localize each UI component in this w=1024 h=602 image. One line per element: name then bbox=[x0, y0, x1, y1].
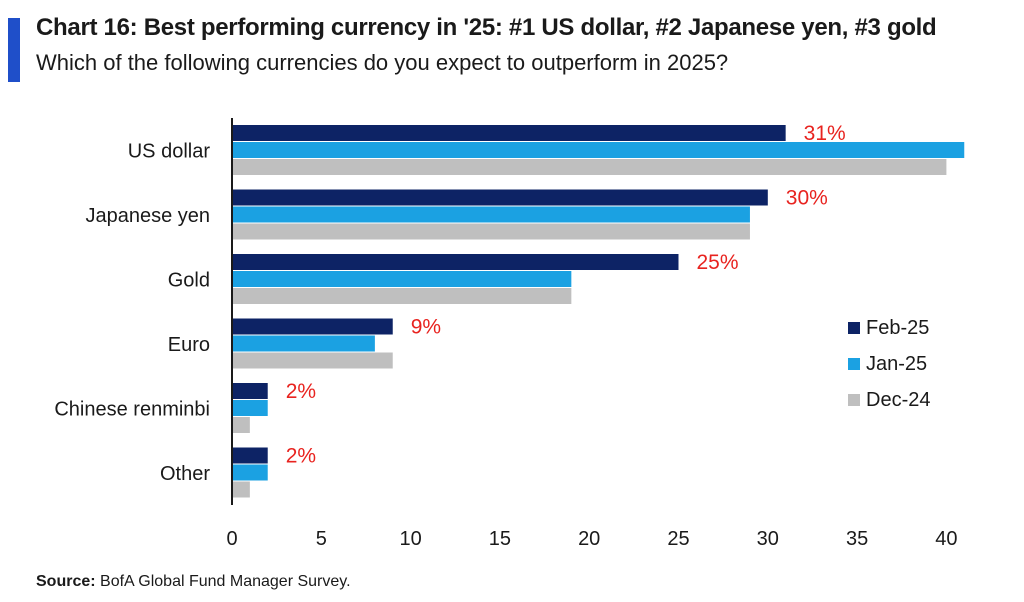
x-tick-label: 30 bbox=[757, 528, 779, 550]
bar-jan-25 bbox=[232, 464, 268, 481]
legend-label: Dec-24 bbox=[866, 389, 930, 411]
category-label: Gold bbox=[168, 270, 210, 292]
chart-title: Chart 16: Best performing currency in '2… bbox=[36, 14, 937, 41]
x-tick-label: 10 bbox=[399, 528, 421, 550]
bar-feb-25 bbox=[232, 383, 268, 399]
bar-dec-24 bbox=[232, 223, 750, 240]
bar-jan-25 bbox=[232, 206, 750, 223]
bar-jan-25 bbox=[232, 142, 965, 158]
title-accent-bar bbox=[8, 18, 20, 82]
legend-swatch bbox=[848, 358, 860, 370]
source-note: Source: BofA Global Fund Manager Survey. bbox=[36, 573, 351, 591]
category-label: US dollar bbox=[128, 141, 211, 163]
bar-feb-25 bbox=[232, 254, 679, 270]
bar-dec-24 bbox=[232, 481, 250, 498]
x-tick-label: 5 bbox=[316, 528, 327, 550]
bar-jan-25 bbox=[232, 271, 572, 287]
bar-feb-25 bbox=[232, 447, 268, 464]
source-label: Source: bbox=[36, 573, 96, 590]
bar-feb-25 bbox=[232, 318, 393, 335]
x-tick-label: 35 bbox=[846, 528, 868, 550]
bar-dec-24 bbox=[232, 352, 393, 369]
data-label: 2% bbox=[286, 445, 316, 468]
chart-subtitle: Which of the following currencies do you… bbox=[36, 50, 729, 75]
legend-swatch bbox=[848, 394, 860, 406]
x-tick-label: 25 bbox=[667, 528, 689, 550]
x-tick-label: 40 bbox=[935, 528, 957, 550]
data-label: 31% bbox=[804, 122, 846, 145]
data-label: 2% bbox=[286, 380, 316, 403]
category-label: Other bbox=[160, 463, 210, 485]
data-label: 25% bbox=[697, 251, 739, 274]
bar-feb-25 bbox=[232, 125, 786, 141]
data-label: 30% bbox=[786, 187, 828, 210]
bar-jan-25 bbox=[232, 400, 268, 416]
legend-label: Jan-25 bbox=[866, 353, 927, 375]
x-tick-label: 15 bbox=[489, 528, 511, 550]
category-label: Chinese renminbi bbox=[54, 399, 210, 421]
x-tick-label: 0 bbox=[226, 528, 237, 550]
bar-jan-25 bbox=[232, 335, 375, 352]
x-tick-label: 20 bbox=[578, 528, 600, 550]
bar-dec-24 bbox=[232, 417, 250, 433]
legend-swatch bbox=[848, 322, 860, 334]
legend-label: Feb-25 bbox=[866, 317, 929, 339]
data-label: 9% bbox=[411, 316, 441, 339]
category-label: Japanese yen bbox=[85, 205, 210, 227]
bar-feb-25 bbox=[232, 189, 768, 206]
category-label: Euro bbox=[168, 334, 210, 356]
bar-dec-24 bbox=[232, 288, 572, 304]
bar-dec-24 bbox=[232, 159, 947, 175]
source-text: BofA Global Fund Manager Survey. bbox=[95, 573, 351, 590]
